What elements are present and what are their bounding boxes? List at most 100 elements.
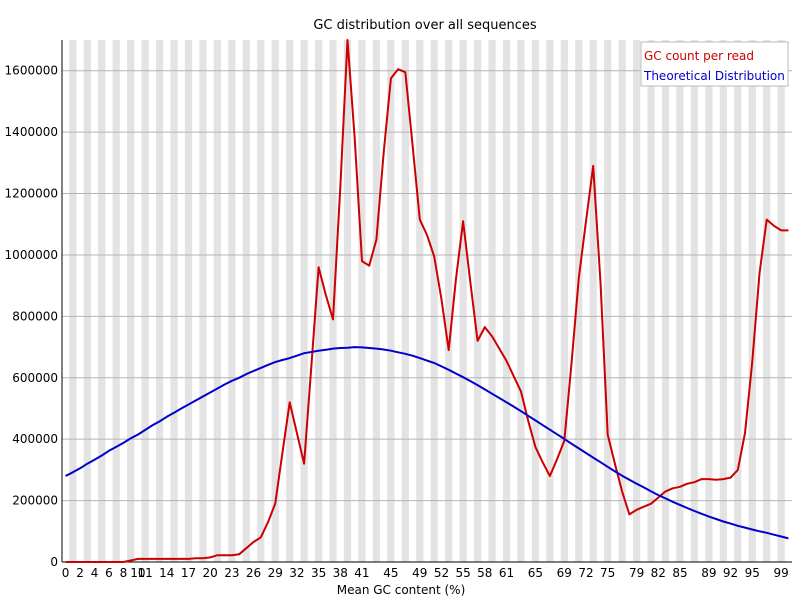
- y-tick-label: 200000: [12, 494, 58, 508]
- series-line-theoretical: [65, 346, 789, 540]
- background-band: [112, 40, 120, 562]
- background-band: [401, 40, 409, 562]
- legend: GC count per read Theoretical Distributi…: [640, 41, 789, 87]
- background-band: [184, 40, 193, 562]
- y-tick-label: 0: [50, 555, 58, 569]
- y-tick-label: 1600000: [5, 64, 58, 78]
- x-tick-label: 45: [383, 566, 398, 580]
- x-tick-label: 32: [289, 566, 304, 580]
- y-tick-label: 400000: [12, 432, 58, 446]
- x-axis-label: Mean GC content (%): [337, 583, 466, 597]
- background-band: [98, 40, 106, 562]
- x-tick-label: 17: [181, 566, 196, 580]
- x-tick-label: 82: [651, 566, 666, 580]
- background-band: [416, 40, 424, 562]
- x-tick-label: 4: [91, 566, 99, 580]
- series-line-gc-count: [65, 39, 789, 563]
- background-band: [387, 40, 395, 562]
- x-tick-label: 95: [745, 566, 760, 580]
- legend-entry-theoretical: Theoretical Distribution: [643, 69, 785, 83]
- background-band: [473, 40, 482, 562]
- background-band: [199, 40, 207, 562]
- background-band: [127, 40, 135, 562]
- background-band: [343, 40, 352, 562]
- x-tick-label: 55: [455, 566, 470, 580]
- axes: [61, 40, 792, 563]
- background-band: [676, 40, 684, 562]
- x-tick-label: 92: [723, 566, 738, 580]
- background-band: [358, 40, 366, 562]
- background-band: [83, 40, 91, 562]
- background-band: [286, 40, 294, 562]
- x-tick-label: 58: [477, 566, 492, 580]
- background-band: [618, 40, 626, 562]
- background-band: [430, 40, 438, 562]
- background-band: [257, 40, 265, 562]
- background-band: [170, 40, 178, 562]
- x-tick-label: 72: [578, 566, 593, 580]
- background-band: [531, 40, 540, 562]
- x-tick-label: 52: [434, 566, 449, 580]
- background-band: [445, 40, 453, 562]
- x-tick-label: 8: [120, 566, 128, 580]
- background-band: [141, 40, 149, 562]
- x-tick-label: 89: [701, 566, 716, 580]
- background-band: [589, 40, 597, 562]
- background-band: [242, 40, 250, 562]
- background-band: [734, 40, 742, 562]
- background-band: [719, 40, 727, 562]
- background-band: [213, 40, 222, 562]
- background-band: [604, 40, 612, 562]
- x-tick-label: 14: [159, 566, 174, 580]
- series-lines: [65, 39, 789, 563]
- x-tick-label: 2: [76, 566, 84, 580]
- x-tick-label: 61: [499, 566, 514, 580]
- background-band: [748, 40, 756, 562]
- background-band: [632, 40, 641, 562]
- background-band: [155, 40, 164, 562]
- x-tick-label: 6: [105, 566, 113, 580]
- background-band: [560, 40, 568, 562]
- background-band: [777, 40, 785, 562]
- background-band: [228, 40, 236, 562]
- x-tick-label: 85: [672, 566, 687, 580]
- background-band: [517, 40, 525, 562]
- background-band: [488, 40, 496, 562]
- x-tick-label: 75: [600, 566, 615, 580]
- x-tick-label: 65: [528, 566, 543, 580]
- background-band: [661, 40, 670, 562]
- chart-title: GC distribution over all sequences: [313, 18, 537, 33]
- background-band: [502, 40, 511, 562]
- x-tick-label: 35: [311, 566, 326, 580]
- y-tick-label: 600000: [12, 371, 58, 385]
- x-tick-label: 49: [412, 566, 427, 580]
- x-tick-label: 29: [268, 566, 283, 580]
- x-tick-label: 38: [333, 566, 348, 580]
- legend-entry-gc-count: GC count per read: [644, 49, 754, 63]
- x-tick-label: 79: [629, 566, 644, 580]
- x-tick-label: 10: [130, 566, 145, 580]
- x-tick-label: 0: [62, 566, 70, 580]
- y-tick-label: 1000000: [5, 248, 58, 262]
- x-tick-label: 26: [246, 566, 261, 580]
- background-band: [372, 40, 381, 562]
- background-band: [705, 40, 713, 562]
- x-tick-label: 23: [224, 566, 239, 580]
- x-tick-label: 20: [203, 566, 218, 580]
- y-tick-label: 1200000: [5, 187, 58, 201]
- background-band: [575, 40, 583, 562]
- background-band: [546, 40, 554, 562]
- background-band: [763, 40, 771, 562]
- x-tick-label: 69: [557, 566, 572, 580]
- x-tick-label: 41: [354, 566, 369, 580]
- background-band: [647, 40, 655, 562]
- background-band: [690, 40, 699, 562]
- background-band: [271, 40, 279, 562]
- background-band: [300, 40, 308, 562]
- background-band: [69, 40, 77, 562]
- y-tick-label: 800000: [12, 309, 58, 323]
- background-band: [459, 40, 467, 562]
- background-band: [314, 40, 323, 562]
